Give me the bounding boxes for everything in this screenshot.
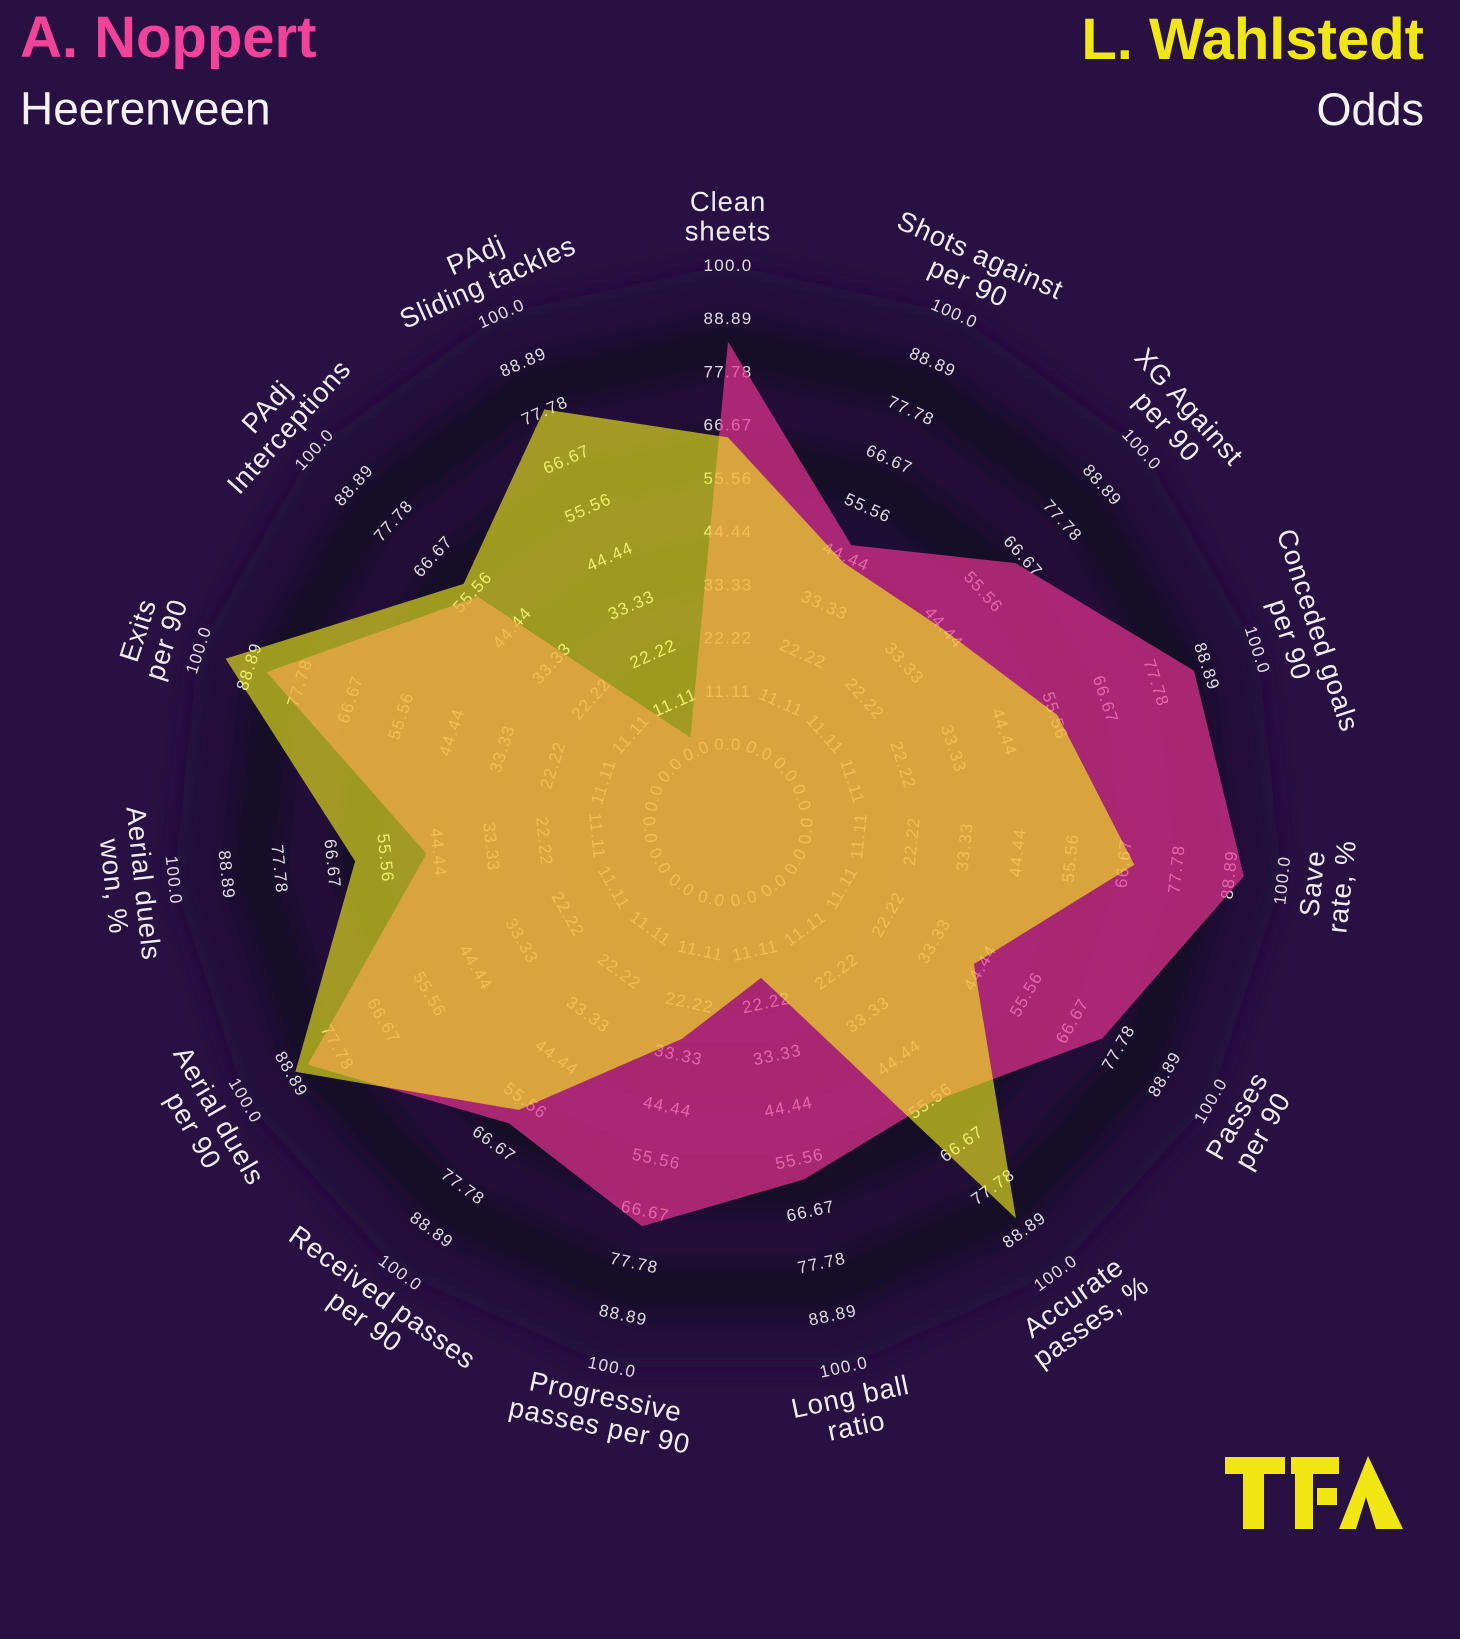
svg-text:100.0: 100.0	[703, 256, 752, 275]
svg-text:Odds: Odds	[1316, 84, 1424, 135]
svg-text:A. Noppert: A. Noppert	[20, 5, 316, 70]
svg-text:88.89: 88.89	[703, 309, 752, 328]
svg-text:Heerenveen: Heerenveen	[20, 83, 271, 135]
svg-text:L. Wahlstedt: L. Wahlstedt	[1081, 7, 1424, 72]
